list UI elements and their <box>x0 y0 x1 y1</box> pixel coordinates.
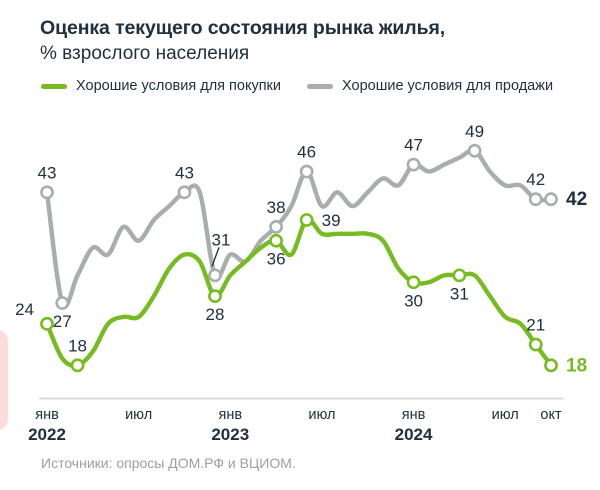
label-leader-line <box>211 247 220 267</box>
x-axis-tick-year: 2023 <box>211 425 250 444</box>
series-line-buy <box>44 217 554 368</box>
data-point-label-sell: 31 <box>212 230 231 249</box>
header: Оценка текущего состояния рынка жилья, %… <box>40 16 588 66</box>
page-title: Оценка текущего состояния рынка жилья, <box>40 17 446 39</box>
x-axis-tick-month: окт <box>540 407 562 423</box>
data-point-label-buy: 24 <box>15 300 34 319</box>
value-labels: 43 27 43 31 38 46 47 49 42 42 24 18 28 36 39 30 31 21 18 <box>15 122 587 377</box>
legend-swatch-buy-icon <box>41 83 67 89</box>
data-point-label-buy: 21 <box>526 316 545 335</box>
data-point-marker-buy[interactable] <box>528 337 543 352</box>
data-point-marker-sell[interactable] <box>40 185 54 200</box>
data-point-label-buy: 36 <box>267 250 286 269</box>
data-point-label-buy: 31 <box>450 284 469 303</box>
x-axis-tick: янв 2023 <box>200 406 260 444</box>
legend-item-sell: Хорошие условия для продажи <box>307 78 553 94</box>
chart-legend: Хорошие условия для покупки Хорошие усло… <box>41 78 553 94</box>
data-point-label-buy: 18 <box>566 355 587 376</box>
data-point-label-sell: 42 <box>526 170 545 189</box>
data-point-label-buy: 28 <box>206 305 225 324</box>
data-point-marker-buy[interactable] <box>544 358 558 373</box>
data-point-label-sell: 49 <box>465 122 484 141</box>
x-axis-tick-month: янв <box>218 407 243 423</box>
x-axis-tick-year: 2024 <box>394 425 433 444</box>
legend-label-buy: Хорошие условия для покупки <box>76 78 282 94</box>
page-subtitle: % взрослого населения <box>40 43 250 64</box>
x-axis-tick-year: 2022 <box>28 425 66 444</box>
x-axis-tick-month: июл <box>308 407 336 423</box>
accent-bar-decoration <box>0 330 8 430</box>
x-axis-tick-month: июл <box>125 407 153 423</box>
x-axis-tick: янв 2022 <box>17 406 77 444</box>
data-point-marker-sell[interactable] <box>208 268 222 283</box>
data-point-label-sell: 43 <box>175 163 194 182</box>
data-point-marker-buy[interactable] <box>269 233 283 248</box>
source-note: Источники: опросы ДОМ.РФ и ВЦИОМ. <box>41 455 296 471</box>
data-point-label-buy: 30 <box>404 291 423 310</box>
data-point-marker-sell[interactable] <box>299 164 314 179</box>
data-point-marker-buy[interactable] <box>40 316 54 331</box>
data-point-marker-sell[interactable] <box>177 185 192 200</box>
legend-label-sell: Хорошие условия для продажи <box>342 78 554 94</box>
data-point-marker-buy[interactable] <box>406 275 421 290</box>
data-point-marker-buy[interactable] <box>452 268 467 283</box>
data-point-marker-sell[interactable] <box>544 192 558 207</box>
data-point-marker-sell[interactable] <box>269 219 283 234</box>
legend-swatch-sell-icon <box>307 83 334 89</box>
data-point-marker-sell[interactable] <box>467 143 482 158</box>
x-axis-tick-month: июл <box>491 407 519 423</box>
x-axis-tick-month: янв <box>35 407 59 423</box>
data-point-label-sell: 47 <box>404 136 423 155</box>
x-axis-labels: янв 2022 июл янв 2023 июл янв 2024 июл окт <box>0 406 600 458</box>
data-point-label-sell: 46 <box>297 143 316 162</box>
data-point-marker-buy[interactable] <box>208 289 222 304</box>
x-axis-tick-month: янв <box>401 407 426 423</box>
legend-item-buy: Хорошие условия для покупки <box>41 78 281 94</box>
x-axis-tick: июл <box>475 406 535 425</box>
x-axis-tick: июл <box>292 406 352 425</box>
data-point-marker-sell[interactable] <box>55 296 70 310</box>
x-axis-tick: янв 2024 <box>384 406 444 444</box>
data-point-label-sell: 42 <box>566 189 587 210</box>
series-line-sell <box>44 148 554 309</box>
data-point-marker-buy[interactable] <box>299 213 314 227</box>
data-point-label-buy: 39 <box>322 211 341 230</box>
x-axis-tick: июл <box>109 406 169 425</box>
x-axis-tick: окт <box>521 406 581 425</box>
data-point-marker-sell[interactable] <box>528 192 543 207</box>
data-point-label-sell: 38 <box>267 198 286 217</box>
data-point-marker-sell[interactable] <box>406 157 421 172</box>
data-point-label-sell: 27 <box>53 312 72 331</box>
data-point-label-buy: 18 <box>68 336 87 355</box>
data-point-label-sell: 43 <box>38 163 57 182</box>
data-point-marker-buy[interactable] <box>70 358 85 373</box>
